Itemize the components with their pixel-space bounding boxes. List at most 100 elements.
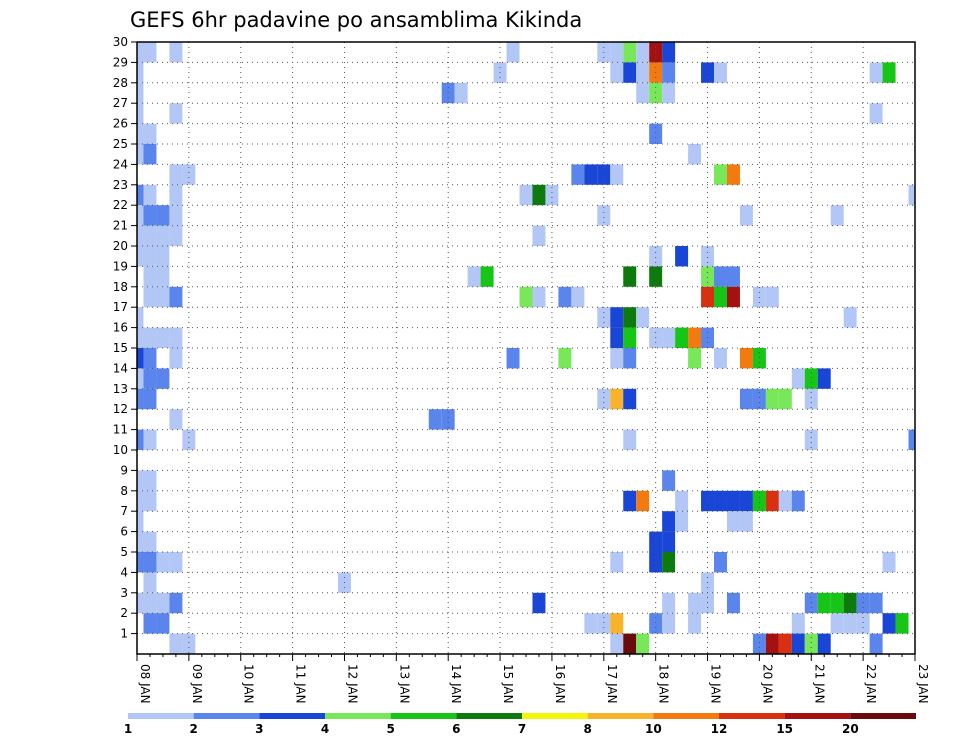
legend-label: 6 — [452, 722, 460, 736]
heat-cell — [558, 286, 572, 308]
heat-cell — [778, 388, 792, 410]
heat-cell — [137, 184, 144, 206]
heat-cell — [752, 490, 766, 512]
heat-cell — [843, 613, 857, 634]
y-tick-label: 30 — [113, 35, 128, 49]
heat-cell — [726, 286, 740, 308]
heat-cell — [143, 286, 157, 308]
heat-cell — [739, 490, 753, 512]
heat-cell — [610, 633, 624, 654]
heat-cell — [636, 62, 650, 83]
heat-cell — [137, 470, 144, 491]
heat-cell — [623, 429, 637, 450]
heat-cell — [869, 592, 883, 614]
heat-cell — [610, 42, 624, 63]
heat-cell — [169, 42, 183, 63]
heat-cell — [506, 348, 520, 369]
heat-cell — [571, 286, 585, 308]
heat-cell — [752, 348, 766, 369]
x-tick-label: 12 JAN — [345, 664, 359, 704]
heat-cell — [610, 327, 624, 348]
legend-swatch — [325, 713, 391, 719]
heat-cell — [169, 552, 183, 573]
x-tick-label: 20 JAN — [760, 664, 774, 704]
legend-swatch — [850, 713, 916, 719]
heat-cell — [584, 613, 598, 634]
heat-cell — [714, 266, 727, 287]
y-tick-label: 6 — [120, 525, 128, 539]
y-tick-label: 16 — [113, 321, 128, 335]
heat-cell — [137, 42, 144, 63]
heat-cell — [143, 327, 157, 348]
heat-cell — [817, 592, 831, 614]
x-tick-label: 21 JAN — [812, 664, 826, 704]
heat-cell — [182, 164, 196, 185]
heat-cell — [156, 552, 170, 573]
heat-cell — [739, 511, 753, 532]
heat-cell — [137, 552, 144, 573]
y-tick-label: 9 — [120, 463, 128, 477]
heat-cell — [882, 613, 896, 634]
heat-cell — [143, 348, 157, 369]
heat-cell — [156, 368, 170, 389]
heat-cell — [137, 82, 144, 104]
heat-cell — [143, 266, 157, 287]
heat-cell — [467, 266, 481, 287]
legend-label: 20 — [842, 722, 859, 736]
heat-cell — [662, 511, 676, 532]
heat-cell — [597, 613, 611, 634]
heat-cell — [428, 409, 442, 430]
heat-cell — [169, 633, 183, 654]
y-tick-label: 29 — [113, 55, 128, 69]
x-tick-label: 17 JAN — [605, 664, 619, 704]
heat-cell — [143, 144, 157, 165]
heat-cell — [791, 368, 805, 389]
heat-cell — [137, 327, 144, 348]
legend-label: 3 — [255, 722, 263, 736]
heat-cell — [765, 286, 779, 308]
heat-cell — [739, 388, 753, 410]
grid-layer — [137, 42, 915, 654]
legend-swatch — [193, 713, 260, 719]
heat-cell — [137, 429, 144, 450]
heat-cell — [532, 184, 546, 206]
heat-cell — [688, 327, 702, 348]
heat-cell — [623, 42, 637, 63]
legend-label: 5 — [386, 722, 394, 736]
heat-cell — [662, 42, 676, 63]
heat-cell — [869, 62, 883, 83]
heat-cell — [143, 42, 157, 63]
legend-swatch — [587, 713, 654, 719]
cells-layer — [137, 42, 915, 654]
heat-cell — [137, 531, 144, 552]
heat-cell — [169, 103, 183, 124]
heat-cell — [156, 592, 170, 614]
plot-frame — [136, 41, 916, 655]
heat-cell — [137, 592, 144, 614]
heat-cell — [662, 82, 676, 104]
heat-cell — [726, 592, 740, 614]
heat-cell — [649, 613, 663, 634]
heat-cell — [137, 144, 144, 165]
legend-label: 4 — [321, 722, 329, 736]
heat-cell — [714, 286, 727, 308]
legend-swatch — [259, 713, 325, 719]
y-tick-label: 5 — [120, 545, 128, 559]
heat-cell — [156, 246, 170, 267]
heat-cell — [143, 368, 157, 389]
legend-label: 7 — [518, 722, 526, 736]
heat-cell — [714, 490, 727, 512]
y-tick-label: 24 — [113, 157, 128, 171]
heat-cell — [623, 490, 637, 512]
heat-cell — [143, 592, 157, 614]
legend-swatch — [784, 713, 851, 719]
heat-cell — [519, 286, 533, 308]
heat-cell — [714, 348, 727, 369]
heat-cell — [843, 592, 857, 614]
x-tick-label: 19 JAN — [709, 664, 723, 704]
heat-cell — [143, 225, 157, 246]
y-tick-label: 3 — [120, 586, 128, 600]
legend: 1 2 3 4 5 6 7 8 10 12 15 20 — [124, 713, 916, 736]
x-tick-label: 13 JAN — [397, 664, 411, 704]
heat-cell — [726, 490, 740, 512]
